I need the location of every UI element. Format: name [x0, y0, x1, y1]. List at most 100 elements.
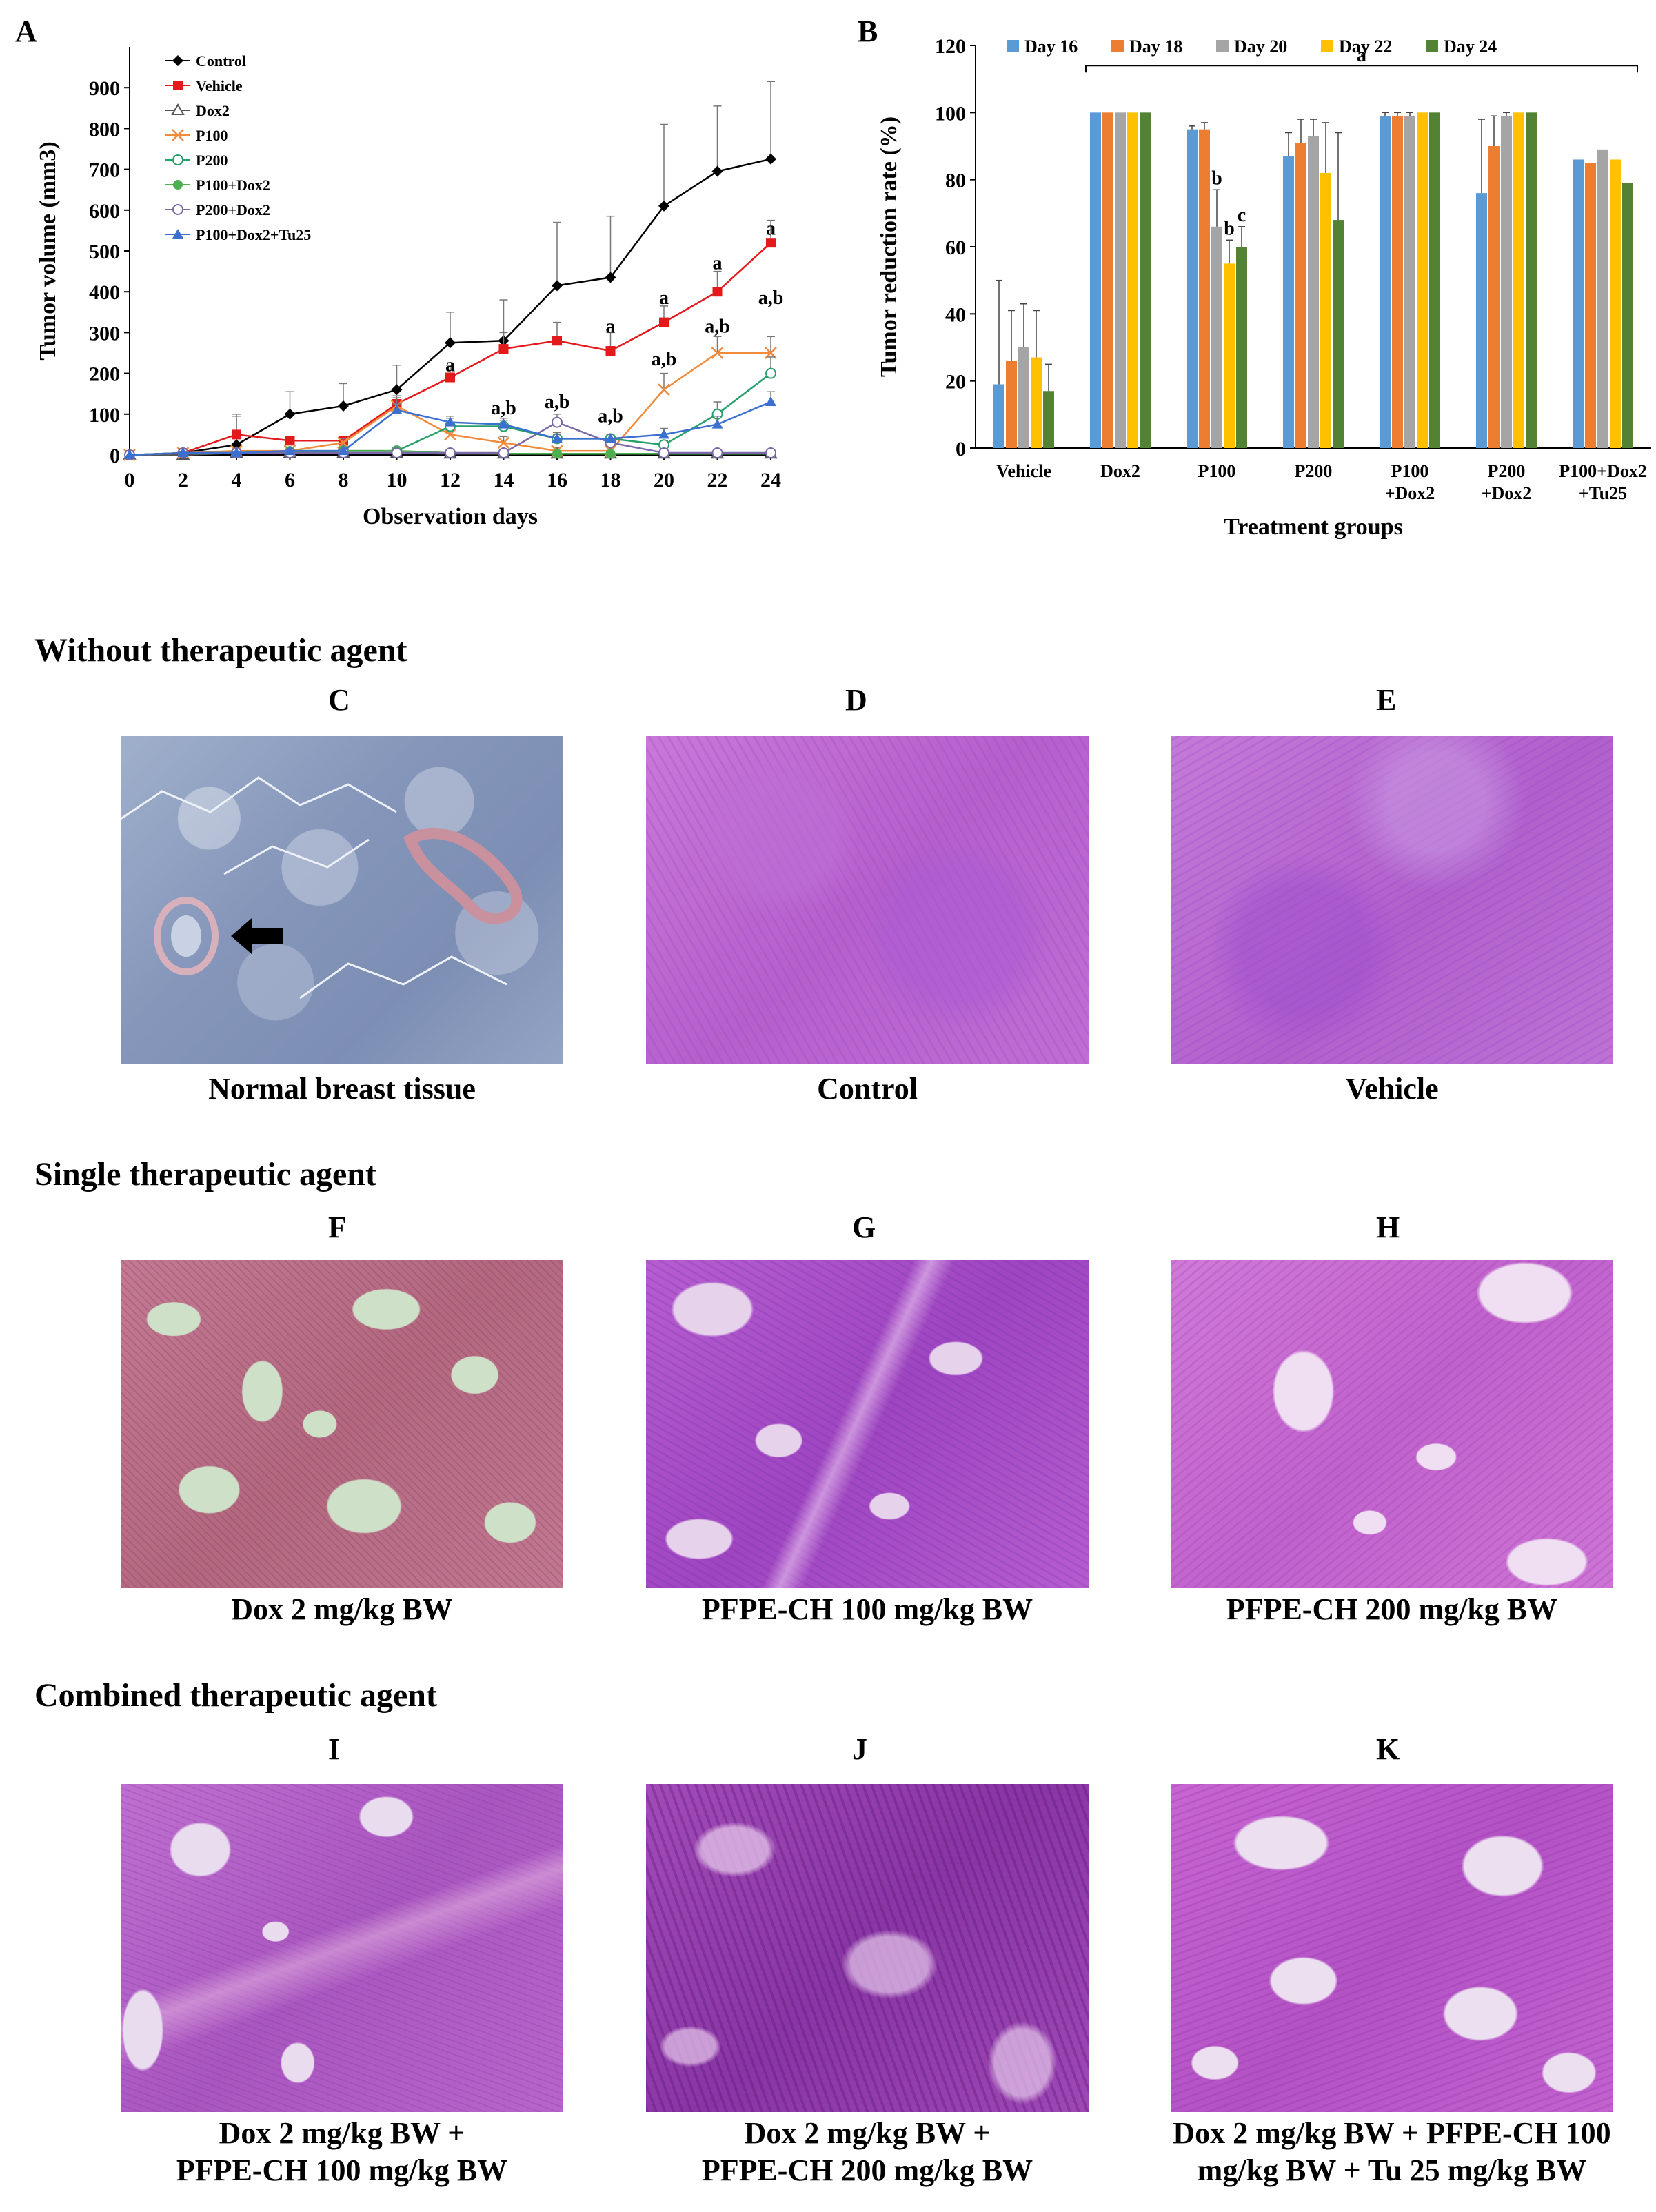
caption-c: Normal breast tissue [208, 1072, 476, 1106]
y-tick-label: 400 [89, 281, 120, 304]
bar [1187, 129, 1198, 448]
arrow-icon [231, 918, 283, 954]
legend-marker [172, 204, 183, 215]
micrograph-pfpe-ch-100 [646, 1260, 1089, 1588]
caption-e: Vehicle [1345, 1072, 1439, 1106]
data-point [765, 396, 776, 407]
legend-entry: P100 [165, 127, 228, 144]
bar [1417, 112, 1428, 449]
micrograph-dox2-pfpe-ch-100 [121, 1784, 563, 2112]
data-point [552, 280, 563, 292]
bar [1211, 226, 1222, 448]
data-point [765, 153, 776, 165]
data-point [497, 436, 510, 449]
section-title-without: Without therapeutic agent [34, 632, 407, 669]
bar [1429, 112, 1440, 449]
data-point [711, 347, 724, 359]
significance-label: a [713, 253, 723, 274]
legend-marker [172, 229, 183, 239]
category-label: P100 [1391, 461, 1429, 481]
significance-label: a [606, 316, 616, 337]
data-point [658, 383, 670, 396]
data-point [231, 447, 242, 458]
legend-label: Day 20 [1234, 37, 1287, 57]
category-label: +Dox2 [1482, 483, 1532, 503]
panel-letter-g: G [852, 1210, 876, 1244]
bar [1224, 263, 1235, 448]
legend-swatch [1426, 40, 1438, 52]
legend-entry: Day 24 [1426, 37, 1497, 57]
micrograph-dox2 [121, 1260, 563, 1588]
bar [1513, 112, 1524, 449]
bar [1090, 112, 1101, 449]
legend-entry: P200+Dox2 [165, 201, 270, 219]
legend-swatch [1111, 40, 1124, 52]
x-tick-label: 6 [285, 469, 295, 491]
significance-label: a,b [652, 349, 677, 370]
data-point [232, 429, 241, 440]
bar [1031, 357, 1042, 448]
category-label: +Dox2 [1385, 483, 1435, 503]
x-tick-label: 2 [178, 469, 188, 491]
data-point [658, 429, 669, 439]
y-tick-label: 40 [945, 303, 966, 326]
data-point [445, 447, 456, 459]
legend-marker [173, 180, 183, 190]
caption-i: Dox 2 mg/kg BW + PFPE-CH 100 mg/kg BW [121, 2115, 563, 2189]
significance-label: a,b [545, 392, 570, 413]
x-tick-label: 10 [387, 469, 407, 491]
bar [1333, 220, 1344, 448]
x-tick-label: 8 [339, 469, 349, 491]
x-tick-label: 22 [707, 469, 728, 491]
legend-entry: Day 18 [1111, 37, 1182, 57]
data-point [711, 447, 723, 459]
data-point [605, 272, 616, 283]
legend-label: Vehicle [196, 77, 243, 94]
legend-label: P100 [196, 127, 228, 144]
y-axis-label: Tumor volume (mm3) [35, 141, 61, 360]
x-tick-label: 4 [232, 469, 242, 491]
data-point [338, 445, 349, 456]
significance-label: a [766, 218, 776, 239]
series-p100-dox2-tu25 [124, 391, 776, 459]
legend-entry: Vehicle [165, 77, 243, 94]
y-tick-label: 600 [89, 200, 120, 223]
panel-letter-f: F [328, 1210, 347, 1244]
legend-label: Control [196, 52, 246, 70]
data-point [658, 447, 669, 459]
significance-label: a,b [598, 406, 623, 427]
x-axis-label: Treatment groups [1224, 514, 1403, 540]
panel-letter-c: C [328, 683, 350, 717]
bar [1585, 163, 1596, 449]
bar [1597, 149, 1608, 448]
legend-entry: Day 22 [1321, 37, 1392, 57]
x-tick-label: 14 [494, 469, 514, 491]
legend-entry: Day 16 [1007, 37, 1078, 57]
category-label: Vehicle [996, 461, 1051, 481]
legend-entry: Day 20 [1216, 37, 1287, 57]
section-title-combined: Combined therapeutic agent [34, 1677, 437, 1714]
data-point [659, 317, 669, 327]
data-point [711, 165, 723, 177]
legend-swatch [1007, 40, 1019, 52]
data-point [124, 449, 135, 459]
category-label: P200 [1488, 461, 1526, 481]
panel-letter-k: K [1376, 1732, 1400, 1766]
data-point [552, 416, 563, 428]
data-point [284, 445, 296, 456]
category-label: P200 [1295, 461, 1333, 481]
caption-j-line2: PFPE-CH 200 mg/kg BW [701, 2153, 1033, 2187]
y-tick-label: 60 [945, 236, 966, 259]
legend-label: Day 18 [1129, 37, 1182, 57]
legend-label: Dox2 [196, 102, 230, 119]
legend-entry: Dox2 [165, 102, 230, 119]
panel-letter-e: E [1376, 683, 1397, 717]
legend-marker [172, 154, 183, 165]
bar [1006, 361, 1017, 448]
legend-entry: Control [165, 52, 246, 70]
caption-k-line2: mg/kg BW + Tu 25 mg/kg BW [1197, 2153, 1587, 2187]
bar [1392, 116, 1403, 448]
y-tick-label: 900 [89, 77, 120, 100]
x-tick-label: 12 [440, 469, 461, 491]
